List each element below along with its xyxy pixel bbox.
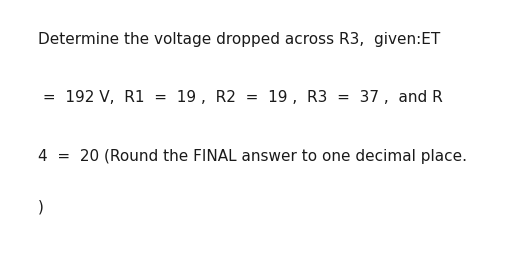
Text: ): ) xyxy=(38,199,44,215)
Text: Determine the voltage dropped across R3,  given:ET: Determine the voltage dropped across R3,… xyxy=(38,32,440,47)
Text: =  192 V,  R1  =  19 ,  R2  =  19 ,  R3  =  37 ,  and R: = 192 V, R1 = 19 , R2 = 19 , R3 = 37 , a… xyxy=(38,90,443,105)
Text: 4  =  20 (Round the FINAL answer to one decimal place.: 4 = 20 (Round the FINAL answer to one de… xyxy=(38,149,467,164)
